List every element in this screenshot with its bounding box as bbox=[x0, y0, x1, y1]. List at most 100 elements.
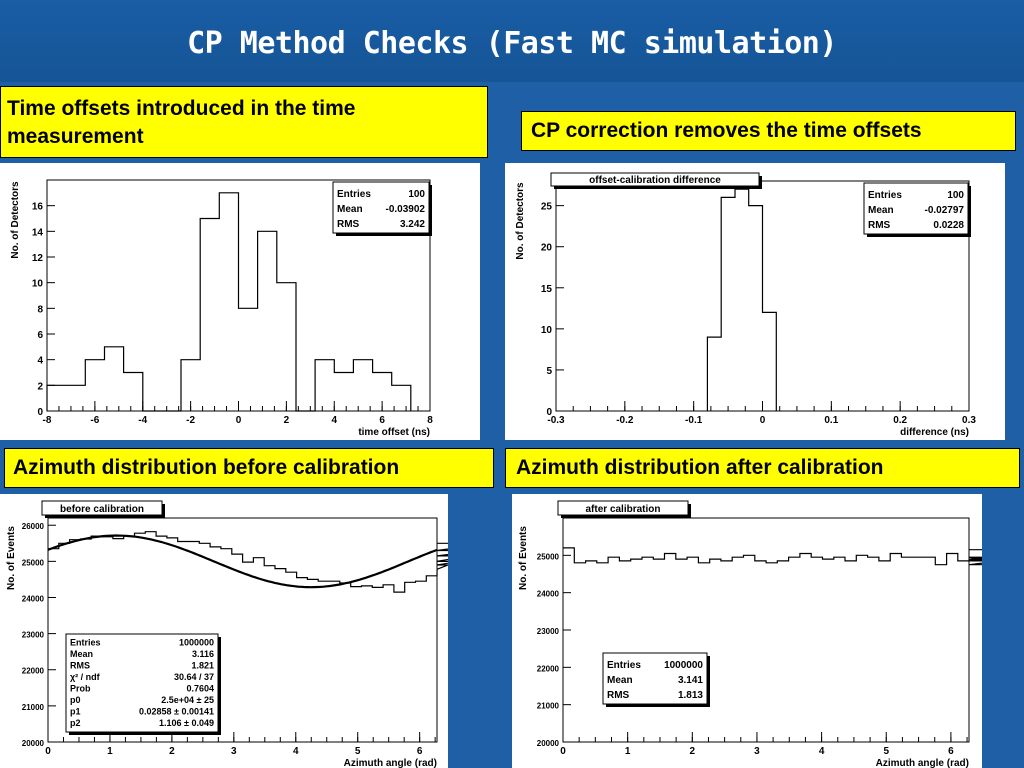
stats-key: Entries bbox=[70, 638, 101, 648]
y-tick-label: 24000 bbox=[537, 590, 560, 599]
chart-azimuth-after: 20000 21000 22000 23000 24000 25000 0 1 2 3 4 5 6Azi… bbox=[518, 500, 982, 768]
y-tick-label: 20000 bbox=[537, 739, 560, 748]
x-tick-label: -8 bbox=[43, 415, 52, 426]
stats-key: RMS bbox=[607, 690, 630, 701]
y-tick-label: 22000 bbox=[22, 667, 45, 676]
stats-value: 1000000 bbox=[179, 638, 214, 648]
stats-value: -0.03902 bbox=[386, 204, 426, 215]
x-tick-label: 4 bbox=[331, 415, 337, 426]
title-box bbox=[550, 172, 760, 187]
stats-key: Mean bbox=[70, 649, 93, 659]
x-tick-label: -0.2 bbox=[616, 415, 634, 426]
stats-box bbox=[602, 652, 708, 705]
chart-title: before calibration bbox=[60, 504, 144, 515]
y-tick-label: 23000 bbox=[22, 631, 45, 640]
y-tick-label: 5 bbox=[546, 366, 552, 377]
stats-value: 1.106 ± 0.049 bbox=[159, 718, 214, 728]
x-axis-label: time offset (ns) bbox=[358, 427, 430, 438]
y-tick-label: 21000 bbox=[537, 702, 560, 711]
stats-value: 1.813 bbox=[678, 690, 703, 701]
y-tick-label: 0 bbox=[37, 407, 43, 418]
y-tick-label: 10 bbox=[541, 325, 553, 336]
caption-azimuth-before: Azimuth distribution before calibration bbox=[4, 448, 494, 488]
slide-title: CP Method Checks (Fast MC simulation) bbox=[187, 26, 837, 61]
stats-key: RMS bbox=[70, 661, 90, 671]
stats-value: 100 bbox=[408, 189, 425, 200]
plot-frame bbox=[47, 517, 438, 743]
panel-difference: 0 5 10 15 20 25 -0.3 -0.2 -0.1 0 0.1 0.2 0.3 differen… bbox=[505, 163, 1005, 440]
x-tick-label: -2 bbox=[186, 415, 195, 426]
y-tick-label: 14 bbox=[32, 227, 44, 238]
stats-value: 2.5e+04 ± 25 bbox=[161, 695, 214, 705]
y-tick-label: 23000 bbox=[537, 627, 560, 636]
chart-title: after calibration bbox=[585, 504, 660, 515]
y-tick-label: 24000 bbox=[22, 594, 45, 603]
stats-value: -0.02797 bbox=[925, 205, 965, 216]
title-bar bbox=[0, 0, 1024, 82]
plot-frame bbox=[562, 517, 970, 743]
x-tick-label: 8 bbox=[427, 415, 433, 426]
x-tick-label: 0 bbox=[236, 415, 242, 426]
x-tick-label: 4 bbox=[293, 746, 299, 757]
x-tick-label: 3 bbox=[754, 746, 760, 757]
x-tick-label: 0.2 bbox=[893, 415, 907, 426]
y-axis-label: No. of Events bbox=[518, 526, 529, 590]
stats-key: p0 bbox=[70, 695, 81, 705]
x-tick-label: 0 bbox=[760, 415, 766, 426]
x-tick-label: 2 bbox=[169, 746, 175, 757]
caption-time-offsets-line-2: measurement bbox=[7, 125, 144, 148]
y-axis-label: No. of Detectors bbox=[515, 182, 526, 260]
chart-azimuth-before: 20000 21000 22000 23000 24000 25000 26000 0 1 2 3 4… bbox=[6, 500, 448, 768]
y-tick-label: 26000 bbox=[22, 522, 45, 531]
panel-azimuth-before: 20000 21000 22000 23000 24000 25000 26000 0 1 2 3 4… bbox=[0, 494, 448, 768]
y-axis-label: No. of Detectors bbox=[10, 181, 21, 259]
x-tick-label: 1 bbox=[625, 746, 631, 757]
caption-time-offsets-line-1: Time offsets introduced in the time bbox=[7, 97, 356, 120]
y-tick-label: 25000 bbox=[537, 552, 560, 561]
stats-value: 1000000 bbox=[664, 660, 703, 671]
stats-key: p1 bbox=[70, 707, 81, 717]
x-tick-label: 5 bbox=[883, 746, 889, 757]
title-box bbox=[41, 500, 163, 516]
x-tick-label: 0 bbox=[45, 746, 51, 757]
stats-key: Entries bbox=[868, 190, 902, 201]
x-tick-label: 1 bbox=[107, 746, 113, 757]
histogram-series bbox=[563, 547, 982, 566]
y-tick-label: 20000 bbox=[22, 739, 45, 748]
stats-value: 3.116 bbox=[192, 649, 214, 659]
histogram-series bbox=[46, 192, 412, 412]
stats-key: Prob bbox=[70, 684, 91, 694]
stats-key: Mean bbox=[868, 205, 894, 216]
y-tick-label: 8 bbox=[37, 304, 43, 315]
histogram-series bbox=[48, 531, 448, 593]
y-tick-label: 21000 bbox=[22, 703, 45, 712]
stats-box bbox=[65, 633, 219, 733]
x-tick-label: 0 bbox=[560, 746, 566, 757]
y-tick-label: 16 bbox=[32, 202, 44, 213]
y-tick-label: 0 bbox=[546, 407, 552, 418]
x-tick-label: 3 bbox=[231, 746, 237, 757]
fit-curve bbox=[47, 534, 438, 589]
x-axis-label: Azimuth angle (rad) bbox=[876, 758, 969, 768]
stats-value: 0.02858 ± 0.00141 bbox=[139, 707, 214, 717]
x-tick-label: -0.1 bbox=[685, 415, 703, 426]
stats-value: 100 bbox=[947, 190, 964, 201]
stats-key: χ² / ndf bbox=[70, 672, 101, 682]
panel-time-offset: 0 2 4 6 8 10 12 14 16 -8 -6 -4 -2 0 2 4 6 8 time offset (n… bbox=[0, 163, 480, 440]
caption-azimuth-after: Azimuth distribution after calibration bbox=[505, 448, 1020, 488]
x-tick-label: -0.3 bbox=[547, 415, 565, 426]
x-axis-label: difference (ns) bbox=[900, 427, 969, 438]
stats-value: 3.141 bbox=[678, 675, 703, 686]
title-box bbox=[557, 500, 689, 516]
y-axis-label: No. of Events bbox=[6, 526, 17, 590]
y-tick-label: 6 bbox=[37, 330, 43, 341]
chart-title: offset-calibration difference bbox=[589, 175, 721, 186]
caption-cp-correction: CP correction removes the time offsets bbox=[521, 111, 1016, 151]
x-tick-label: 5 bbox=[355, 746, 361, 757]
x-axis-label: Azimuth angle (rad) bbox=[344, 758, 437, 768]
x-tick-label: 6 bbox=[948, 746, 954, 757]
x-tick-label: 0.3 bbox=[962, 415, 976, 426]
y-tick-label: 10 bbox=[32, 279, 44, 290]
caption-time-offsets: Time offsets introduced in the time meas… bbox=[0, 86, 488, 158]
